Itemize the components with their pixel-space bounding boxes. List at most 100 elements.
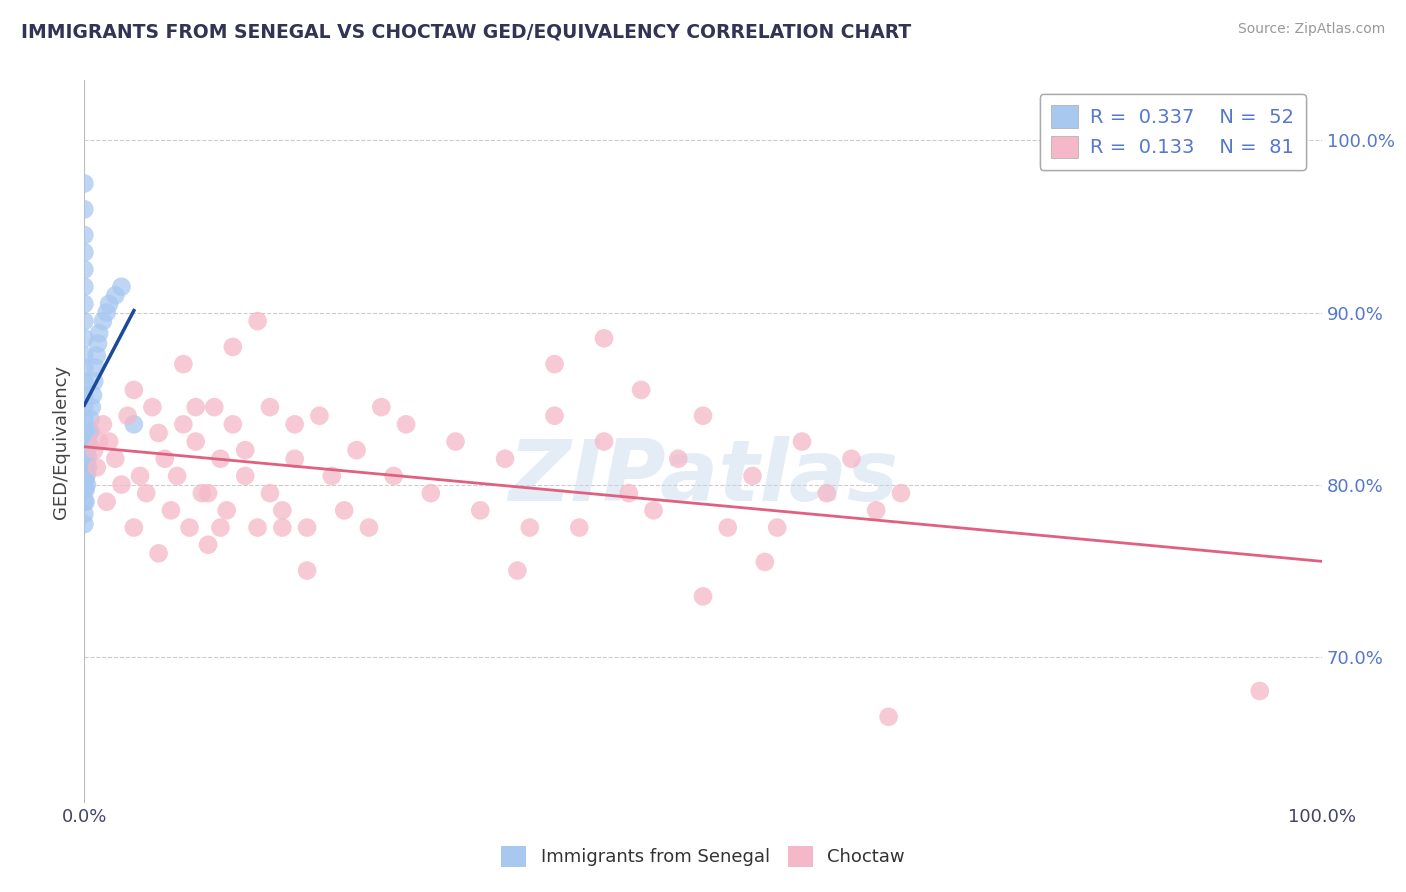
Point	[382, 469, 405, 483]
Point	[172, 357, 194, 371]
Point	[841, 451, 863, 466]
Point	[73, 450, 96, 464]
Point	[370, 400, 392, 414]
Point	[815, 486, 838, 500]
Point	[135, 486, 157, 500]
Point	[395, 417, 418, 432]
Point	[184, 434, 207, 449]
Point	[184, 400, 207, 414]
Point	[75, 483, 97, 497]
Point	[73, 314, 96, 328]
Point	[73, 331, 96, 345]
Point	[104, 451, 127, 466]
Point	[202, 400, 225, 414]
Point	[643, 503, 665, 517]
Point	[148, 425, 170, 440]
Point	[82, 388, 104, 402]
Point	[73, 349, 96, 363]
Point	[73, 472, 96, 486]
Point	[73, 483, 96, 497]
Point	[191, 486, 214, 500]
Point	[76, 477, 98, 491]
Point	[666, 451, 689, 466]
Point	[470, 503, 492, 517]
Point	[73, 297, 96, 311]
Point	[246, 314, 269, 328]
Point	[519, 520, 541, 534]
Point	[568, 520, 591, 534]
Point	[96, 305, 118, 319]
Point	[346, 443, 368, 458]
Point	[77, 450, 100, 464]
Point	[73, 245, 96, 260]
Point	[259, 486, 281, 500]
Point	[153, 451, 176, 466]
Point	[617, 486, 640, 500]
Point	[79, 412, 101, 426]
Y-axis label: GED/Equivalency: GED/Equivalency	[52, 365, 70, 518]
Point	[104, 288, 127, 302]
Point	[73, 425, 96, 440]
Point	[172, 417, 194, 432]
Point	[215, 503, 238, 517]
Point	[692, 590, 714, 604]
Point	[160, 503, 183, 517]
Point	[233, 443, 256, 458]
Point	[77, 438, 100, 452]
Point	[117, 409, 139, 423]
Point	[593, 434, 616, 449]
Point	[129, 469, 152, 483]
Point	[308, 409, 330, 423]
Point	[86, 460, 108, 475]
Point	[79, 424, 101, 438]
Point	[233, 469, 256, 483]
Point	[122, 520, 145, 534]
Point	[148, 546, 170, 560]
Point	[766, 520, 789, 534]
Legend: Immigrants from Senegal, Choctaw: Immigrants from Senegal, Choctaw	[494, 838, 912, 874]
Point	[333, 503, 356, 517]
Point	[295, 520, 318, 534]
Point	[75, 460, 97, 475]
Point	[630, 383, 652, 397]
Point	[259, 400, 281, 414]
Point	[110, 477, 132, 491]
Point	[73, 460, 96, 475]
Text: IMMIGRANTS FROM SENEGAL VS CHOCTAW GED/EQUIVALENCY CORRELATION CHART: IMMIGRANTS FROM SENEGAL VS CHOCTAW GED/E…	[21, 22, 911, 41]
Point	[77, 460, 100, 475]
Point	[73, 388, 96, 402]
Point	[1249, 684, 1271, 698]
Point	[141, 400, 163, 414]
Point	[357, 520, 380, 534]
Point	[91, 314, 114, 328]
Point	[122, 417, 145, 432]
Point	[89, 434, 111, 449]
Point	[295, 564, 318, 578]
Point	[73, 507, 96, 521]
Point	[494, 451, 516, 466]
Legend: R =  0.337    N =  52, R =  0.133    N =  81: R = 0.337 N = 52, R = 0.133 N = 81	[1039, 94, 1306, 169]
Point	[222, 340, 245, 354]
Point	[76, 467, 98, 482]
Point	[543, 409, 565, 423]
Point	[73, 517, 96, 532]
Point	[98, 297, 121, 311]
Point	[96, 494, 118, 508]
Point	[84, 360, 107, 375]
Point	[79, 425, 101, 440]
Point	[284, 451, 307, 466]
Point	[73, 228, 96, 243]
Point	[271, 520, 294, 534]
Point	[89, 326, 111, 340]
Point	[86, 349, 108, 363]
Point	[79, 438, 101, 452]
Point	[692, 409, 714, 423]
Point	[222, 417, 245, 432]
Point	[73, 438, 96, 452]
Text: ZIPatlas: ZIPatlas	[508, 436, 898, 519]
Point	[166, 469, 188, 483]
Point	[83, 443, 105, 458]
Point	[246, 520, 269, 534]
Point	[321, 469, 343, 483]
Point	[890, 486, 912, 500]
